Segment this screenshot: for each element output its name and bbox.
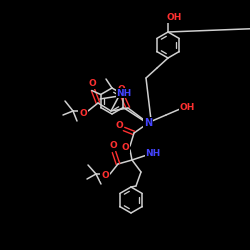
Text: NH: NH	[146, 150, 160, 158]
Text: N: N	[144, 118, 152, 128]
Text: OH: OH	[166, 14, 182, 22]
Text: O: O	[121, 144, 129, 152]
Text: NH: NH	[116, 88, 132, 98]
Text: O: O	[101, 172, 109, 180]
Text: OH: OH	[179, 102, 195, 112]
Text: O: O	[79, 108, 87, 118]
Text: O: O	[88, 80, 96, 88]
Text: O: O	[109, 142, 117, 150]
Text: O: O	[117, 84, 125, 94]
Text: O: O	[115, 120, 123, 130]
